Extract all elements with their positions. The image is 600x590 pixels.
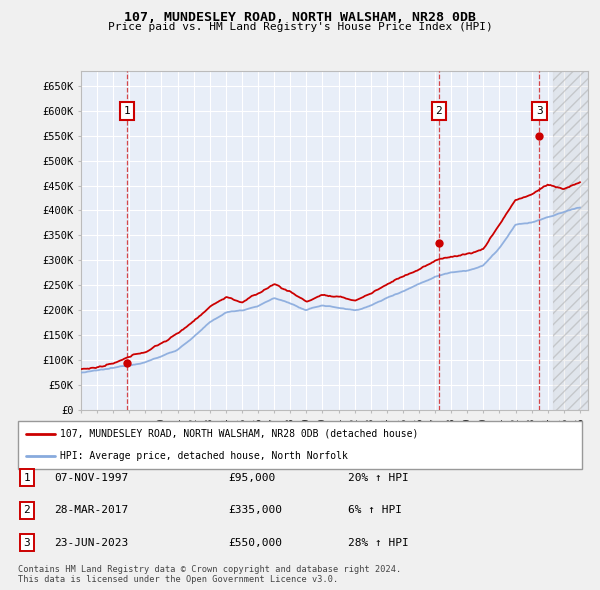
Text: 23-JUN-2023: 23-JUN-2023 — [54, 538, 128, 548]
Text: £335,000: £335,000 — [228, 506, 282, 515]
Bar — [553, 71, 588, 410]
Text: HPI: Average price, detached house, North Norfolk: HPI: Average price, detached house, Nort… — [60, 451, 348, 461]
Text: 1: 1 — [124, 106, 130, 116]
Bar — [553, 71, 588, 410]
Text: 2: 2 — [436, 106, 442, 116]
Text: 2: 2 — [23, 506, 31, 515]
Text: £550,000: £550,000 — [228, 538, 282, 548]
Text: 20% ↑ HPI: 20% ↑ HPI — [348, 473, 409, 483]
Text: 28-MAR-2017: 28-MAR-2017 — [54, 506, 128, 515]
Text: 07-NOV-1997: 07-NOV-1997 — [54, 473, 128, 483]
Text: 6% ↑ HPI: 6% ↑ HPI — [348, 506, 402, 515]
Text: 28% ↑ HPI: 28% ↑ HPI — [348, 538, 409, 548]
Text: Contains HM Land Registry data © Crown copyright and database right 2024.: Contains HM Land Registry data © Crown c… — [18, 565, 401, 574]
Text: £95,000: £95,000 — [228, 473, 275, 483]
Text: Price paid vs. HM Land Registry's House Price Index (HPI): Price paid vs. HM Land Registry's House … — [107, 22, 493, 32]
FancyBboxPatch shape — [18, 421, 582, 469]
Text: 1: 1 — [23, 473, 31, 483]
Text: 107, MUNDESLEY ROAD, NORTH WALSHAM, NR28 0DB: 107, MUNDESLEY ROAD, NORTH WALSHAM, NR28… — [124, 11, 476, 24]
Text: 3: 3 — [23, 538, 31, 548]
Text: 107, MUNDESLEY ROAD, NORTH WALSHAM, NR28 0DB (detached house): 107, MUNDESLEY ROAD, NORTH WALSHAM, NR28… — [60, 429, 419, 439]
Text: This data is licensed under the Open Government Licence v3.0.: This data is licensed under the Open Gov… — [18, 575, 338, 584]
Text: 3: 3 — [536, 106, 543, 116]
